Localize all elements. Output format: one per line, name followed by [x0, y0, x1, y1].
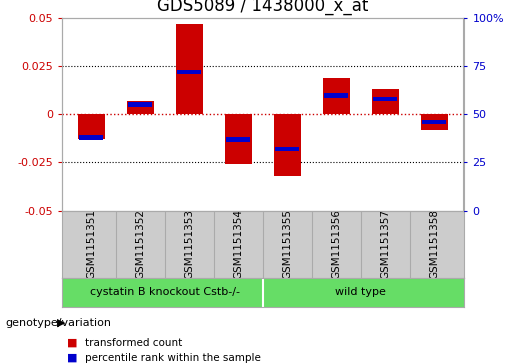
Text: transformed count: transformed count — [85, 338, 182, 348]
Bar — [275, 147, 299, 151]
Bar — [373, 97, 397, 101]
Bar — [372, 89, 399, 114]
Bar — [421, 114, 448, 130]
Bar — [324, 93, 348, 98]
Bar — [225, 114, 252, 164]
Bar — [127, 101, 153, 114]
Text: GSM1151355: GSM1151355 — [282, 209, 292, 279]
Text: GSM1151351: GSM1151351 — [86, 209, 96, 279]
Bar — [422, 120, 446, 125]
Text: GSM1151354: GSM1151354 — [233, 209, 243, 279]
Text: ▶: ▶ — [57, 318, 65, 328]
Text: GSM1151353: GSM1151353 — [184, 209, 194, 279]
Text: ■: ■ — [67, 352, 77, 363]
Text: GSM1151356: GSM1151356 — [331, 209, 341, 279]
Text: GSM1151357: GSM1151357 — [380, 209, 390, 279]
Bar — [78, 114, 105, 139]
Title: GDS5089 / 1438000_x_at: GDS5089 / 1438000_x_at — [157, 0, 368, 16]
Text: GSM1151352: GSM1151352 — [135, 209, 145, 279]
Text: wild type: wild type — [335, 287, 386, 297]
Bar — [79, 135, 104, 140]
Bar — [128, 102, 152, 107]
Text: GSM1151358: GSM1151358 — [429, 209, 439, 279]
Text: ■: ■ — [67, 338, 77, 348]
Text: genotype/variation: genotype/variation — [5, 318, 111, 328]
Bar — [323, 78, 350, 114]
Text: percentile rank within the sample: percentile rank within the sample — [85, 352, 261, 363]
Text: cystatin B knockout Cstb-/-: cystatin B knockout Cstb-/- — [90, 287, 239, 297]
Bar — [273, 114, 301, 176]
Bar — [177, 70, 201, 74]
Bar — [176, 24, 202, 114]
Bar — [226, 137, 250, 142]
